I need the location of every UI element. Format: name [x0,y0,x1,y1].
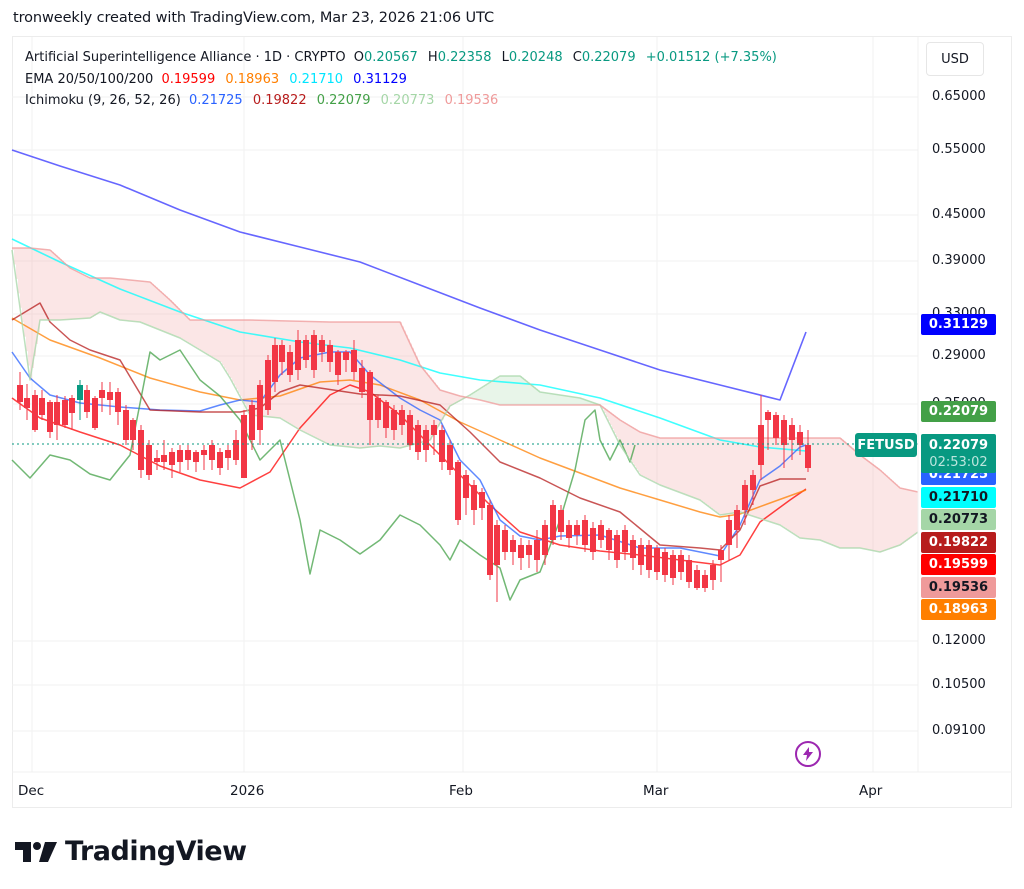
ema20-tag: 0.19599 [921,554,996,575]
senkou-a-current-tag: 0.22079 [921,401,996,422]
tradingview-logo-icon [15,841,57,862]
ema200-value: 0.31129 [353,71,407,87]
price-axis-label: 0.09100 [932,723,986,738]
price-axis-label: 0.65000 [932,89,986,104]
open-value: 0.20567 [364,50,418,65]
chart-credit: tronweekly created with TradingView.com,… [13,10,494,26]
ema50-tag: 0.18963 [921,599,996,620]
kijun-tag: 0.19822 [921,532,996,553]
time-axis-label: Mar [643,783,669,799]
time-axis-label: 2026 [230,783,265,799]
high-label: H [427,50,438,65]
price-axis-label: 0.39000 [932,253,986,268]
tenkan-value: 0.21725 [188,93,243,108]
bar-countdown: 02:53:02 [929,454,988,470]
last-price-tag: 0.22079 02:53:02 [921,434,996,473]
chart-frame [12,36,1012,808]
indicator-lines [11,149,919,601]
symbol-title[interactable]: Artificial Superintelligence Alliance · … [25,50,346,65]
span-a-value: 0.20773 [380,93,435,108]
senkou-b-tag: 0.19536 [921,577,996,598]
ema100-value: 0.21710 [289,71,344,87]
close-label: C [572,50,582,65]
legend-ema-row: EMA 20/50/100/200 0.19599 0.18963 0.2171… [25,69,781,91]
price-axis-label: 0.45000 [932,207,986,222]
legend-main-row: Artificial Superintelligence Alliance · … [25,47,781,69]
ema-label[interactable]: EMA 20/50/100/200 [25,71,154,87]
low-label: L [501,50,509,65]
chart-legend: Artificial Superintelligence Alliance · … [25,47,781,112]
time-axis-label: Dec [18,783,45,799]
low-value: 0.20248 [508,50,563,65]
high-value: 0.22358 [437,50,492,65]
open-label: O [353,50,365,65]
tradingview-logo: TradingView [15,836,247,867]
ema20-value: 0.19599 [161,71,216,87]
lightning-icon[interactable] [795,741,821,767]
legend-ichimoku-row: Ichimoku (9, 26, 52, 26) 0.21725 0.19822… [25,90,781,112]
symbol-tag: FETUSD [855,433,917,457]
price-axis-label: 0.12000 [932,633,986,648]
change-value: +0.01512 (+7.35%) [645,50,777,65]
ema100-tag: 0.21710 [921,487,996,508]
span-b-value: 0.19536 [444,93,499,108]
time-axis-label: Apr [859,783,883,799]
close-value: 0.22079 [581,50,636,65]
price-axis-label: 0.55000 [932,142,986,157]
chart-grid [12,37,918,772]
last-price-value: 0.22079 [928,437,989,453]
currency-button[interactable]: USD [926,42,984,76]
ichimoku-label[interactable]: Ichimoku (9, 26, 52, 26) [25,93,181,108]
senkou-a-tag: 0.20773 [921,509,996,530]
ema50-value: 0.18963 [225,71,280,87]
time-axis-label: Feb [449,783,473,799]
chikou-value: 0.22079 [316,93,371,108]
logo-text: TradingView [65,836,247,867]
candlesticks [17,330,811,602]
kijun-value: 0.19822 [252,93,307,108]
price-axis-label: 0.10500 [932,677,986,692]
ema200-tag: 0.31129 [921,314,996,335]
price-axis-label: 0.29000 [932,348,986,363]
